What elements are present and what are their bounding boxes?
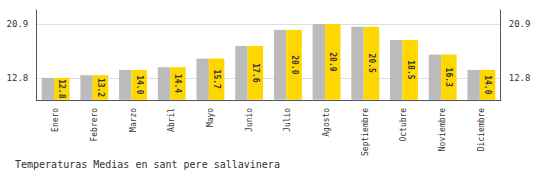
svg-text:Julio: Julio xyxy=(283,108,292,132)
svg-text:Diciembre: Diciembre xyxy=(477,108,486,152)
svg-text:Temperaturas Medias en sant pe: Temperaturas Medias en sant pere sallavi… xyxy=(15,159,280,170)
svg-text:12.8: 12.8 xyxy=(509,73,531,83)
svg-text:Enero: Enero xyxy=(51,108,60,132)
svg-text:Abril: Abril xyxy=(167,108,176,132)
svg-text:14.4: 14.4 xyxy=(173,74,182,93)
svg-text:Octubre: Octubre xyxy=(399,108,408,142)
svg-text:16.3: 16.3 xyxy=(444,68,453,87)
svg-text:Marzo: Marzo xyxy=(129,108,138,132)
svg-text:14.0: 14.0 xyxy=(483,75,492,94)
svg-text:18.5: 18.5 xyxy=(406,60,415,79)
svg-text:20.9: 20.9 xyxy=(328,52,337,71)
svg-text:Mayo: Mayo xyxy=(206,108,215,127)
svg-text:Septiembre: Septiembre xyxy=(361,108,370,156)
svg-text:Noviembre: Noviembre xyxy=(438,108,447,152)
svg-text:12.8: 12.8 xyxy=(57,79,66,98)
svg-text:15.7: 15.7 xyxy=(212,70,221,89)
svg-text:12.8: 12.8 xyxy=(7,73,29,83)
svg-text:20.9: 20.9 xyxy=(509,19,531,29)
svg-text:20.9: 20.9 xyxy=(7,19,29,29)
svg-text:17.6: 17.6 xyxy=(251,63,260,82)
svg-text:Agosto: Agosto xyxy=(322,108,331,137)
svg-text:14.0: 14.0 xyxy=(135,75,144,94)
svg-text:20.5: 20.5 xyxy=(367,54,376,73)
svg-text:13.2: 13.2 xyxy=(96,78,105,97)
svg-text:Febrero: Febrero xyxy=(90,108,99,142)
svg-text:20.0: 20.0 xyxy=(290,55,299,74)
svg-text:Junio: Junio xyxy=(245,108,254,132)
